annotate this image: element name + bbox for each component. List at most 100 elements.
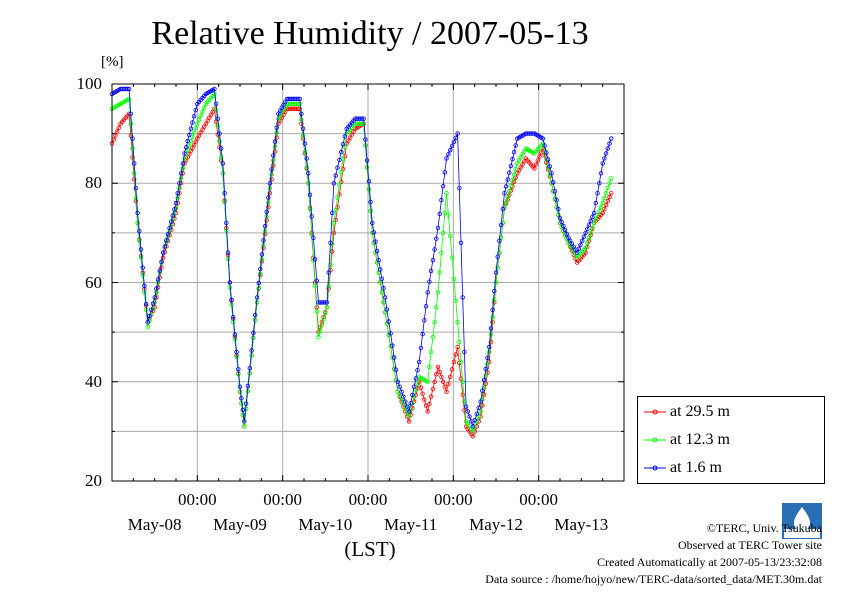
x-time-label: 00:00 [519, 490, 559, 509]
data-point [442, 210, 447, 216]
data-point [382, 295, 388, 300]
data-point [453, 135, 458, 140]
data-point [295, 96, 301, 102]
data-point [591, 210, 597, 216]
x-date-label: May-11 [384, 515, 438, 534]
data-point [237, 384, 243, 389]
data-point [460, 295, 465, 300]
data-point [483, 366, 488, 371]
data-point [593, 200, 598, 206]
data-point [497, 250, 502, 255]
data-point [399, 397, 404, 403]
legend-entry-1-6m: at 1.6 m [644, 458, 722, 478]
data-point [609, 136, 614, 141]
data-point [323, 311, 328, 316]
data-point [170, 213, 175, 218]
data-point [306, 171, 311, 176]
data-point [284, 96, 290, 102]
legend-label: at 1.6 m [670, 459, 722, 476]
data-point [435, 225, 441, 231]
data-point [427, 279, 432, 284]
data-point [413, 376, 418, 381]
data-point [242, 419, 247, 424]
data-point [564, 231, 569, 237]
data-point [403, 399, 408, 404]
data-point [177, 185, 182, 191]
data-point [609, 190, 614, 196]
data-point [331, 230, 337, 236]
data-point [137, 238, 142, 243]
data-point [213, 101, 219, 107]
data-point [439, 250, 444, 255]
data-point [442, 384, 447, 389]
data-point [240, 407, 245, 413]
data-point [183, 145, 189, 150]
data-point [256, 280, 261, 286]
data-point [271, 153, 276, 158]
series-layer [109, 86, 614, 439]
data-point [135, 210, 140, 216]
data-point [488, 332, 494, 337]
data-point [444, 389, 449, 394]
data-point [314, 309, 319, 314]
data-point [590, 214, 595, 220]
data-point [376, 258, 381, 263]
data-point [413, 387, 418, 393]
data-point [576, 246, 581, 251]
data-point [193, 107, 198, 113]
data-point [363, 137, 368, 142]
data-point [455, 131, 460, 136]
data-point [175, 195, 180, 201]
data-point [259, 252, 265, 257]
data-point [458, 359, 464, 365]
data-point [428, 349, 434, 355]
data-point [401, 394, 406, 399]
x-time-label: 00:00 [433, 490, 473, 509]
data-point [444, 190, 449, 196]
data-point [463, 404, 469, 409]
data-point [483, 381, 488, 386]
data-point [116, 125, 121, 130]
data-point [598, 204, 604, 210]
data-point [302, 149, 308, 154]
data-point [556, 206, 561, 212]
y-tick-label: 100 [76, 74, 103, 93]
data-point [292, 96, 298, 102]
data-point [585, 226, 590, 232]
data-point [187, 132, 192, 138]
data-point [457, 339, 462, 345]
data-point [113, 133, 118, 138]
data-point [493, 280, 499, 285]
data-point [474, 411, 479, 417]
data-point [446, 212, 451, 217]
data-point [500, 206, 505, 212]
data-point [485, 355, 490, 361]
data-point [254, 295, 260, 300]
data-point [446, 382, 451, 387]
data-point [323, 300, 328, 305]
data-point [488, 326, 494, 331]
data-point [297, 96, 302, 102]
axis-ticks [111, 83, 625, 482]
data-point [311, 235, 316, 240]
data-point [304, 156, 309, 161]
data-point [430, 334, 436, 340]
data-point [510, 156, 515, 162]
data-point [326, 270, 331, 275]
data-point [607, 141, 612, 146]
data-point [437, 211, 442, 217]
data-point [533, 162, 539, 167]
data-point [220, 171, 226, 176]
data-point [578, 242, 583, 247]
data-point [451, 139, 457, 145]
data-point [607, 194, 612, 200]
data-point [551, 180, 556, 185]
data-point [200, 109, 205, 114]
data-point [217, 139, 222, 144]
data-point [286, 96, 291, 102]
data-point [299, 117, 304, 122]
data-point [299, 111, 304, 116]
data-point [511, 149, 517, 155]
data-point [180, 161, 185, 166]
